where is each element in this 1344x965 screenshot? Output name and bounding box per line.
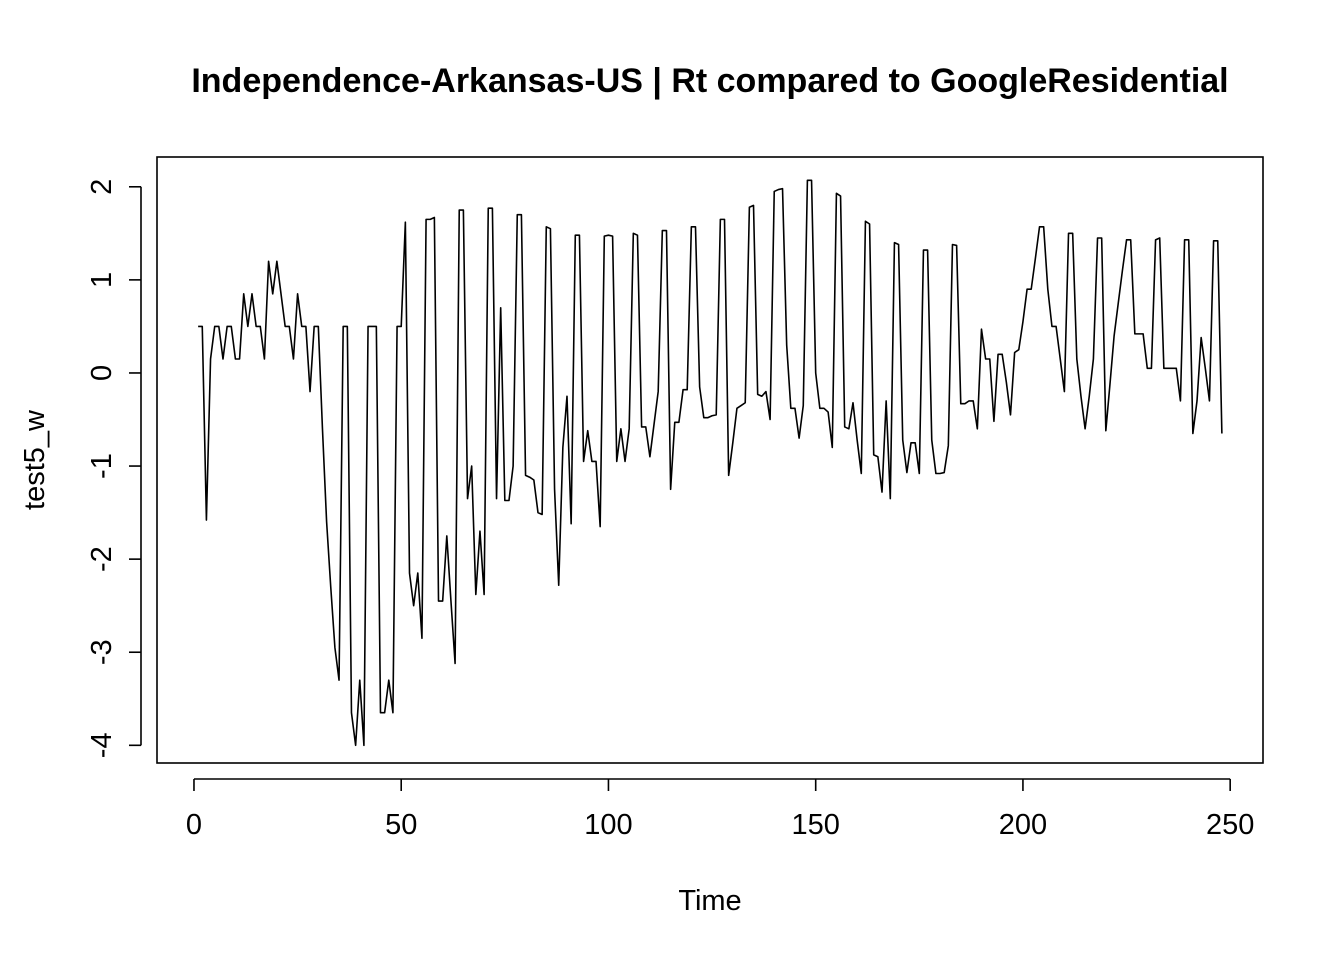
y-tick-label: 1 (86, 272, 118, 288)
y-tick-label: -4 (86, 732, 118, 758)
y-tick-label: -1 (86, 453, 118, 479)
series-layer (198, 179, 1223, 747)
y-axis: -4 -3 -2 -1 0 1 2 (86, 179, 142, 758)
x-tick-label: 50 (385, 809, 417, 841)
y-tick-label: -3 (86, 639, 118, 665)
y-tick-label: -2 (86, 546, 118, 572)
series-line-0 (198, 179, 1223, 747)
x-tick-label: 200 (999, 809, 1047, 841)
x-axis: 0 50 100 150 200 250 (186, 778, 1254, 841)
plot-frame (156, 156, 1264, 764)
y-tick-label: 2 (86, 179, 118, 195)
x-tick-label: 250 (1206, 809, 1254, 841)
x-tick-label: 150 (791, 809, 839, 841)
x-tick-label: 100 (584, 809, 632, 841)
chart-title: Independence-Arkansas-US | Rt compared t… (191, 62, 1228, 100)
y-tick-label: 0 (86, 365, 118, 381)
x-tick-label: 0 (186, 809, 202, 841)
y-axis-label: test5_w (19, 409, 51, 510)
x-axis-label: Time (678, 885, 741, 917)
